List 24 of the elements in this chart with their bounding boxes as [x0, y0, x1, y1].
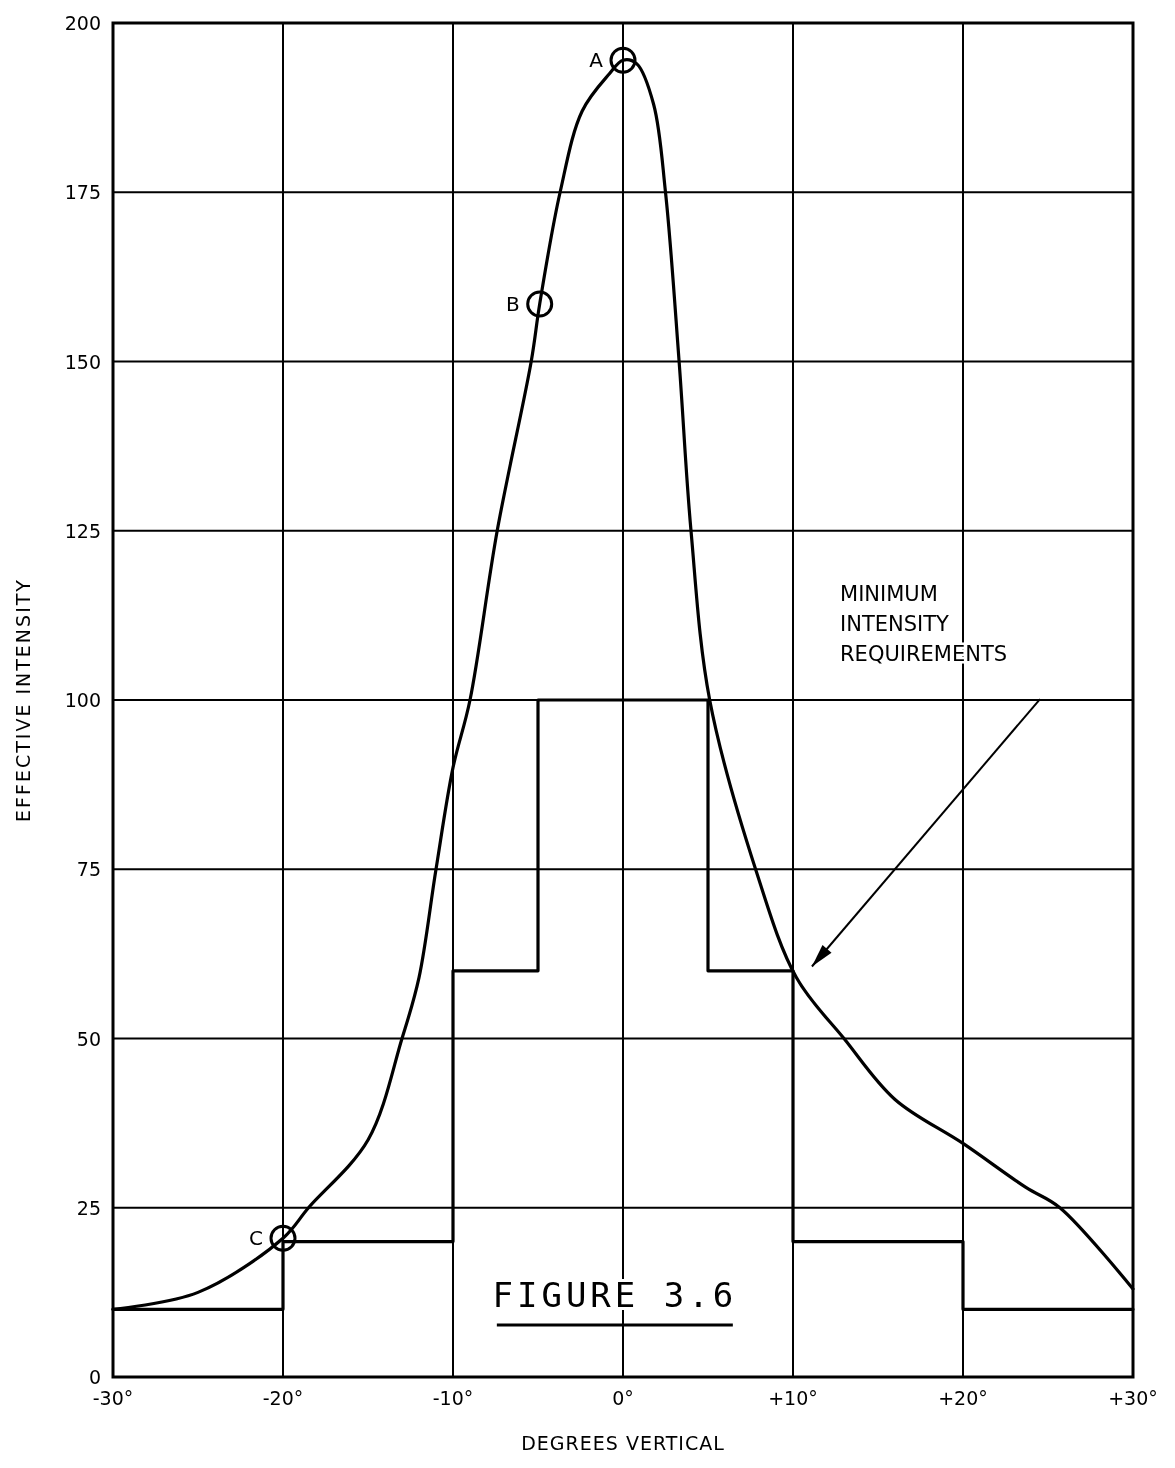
point [526, 290, 554, 318]
x-axis-title: DEGREES VERTICAL [521, 1432, 725, 1454]
y-tick-label: 125 [64, 519, 101, 542]
y-tick-label: 175 [64, 181, 101, 204]
y-axis-title: EFFECTIVE INTENSITY [12, 578, 34, 822]
x-tick-label: 0° [612, 1387, 634, 1409]
y-tick-label: 50 [76, 1027, 101, 1050]
annotation: C [249, 1226, 263, 1251]
annotation: A [589, 48, 604, 73]
x-tick-label: -20° [262, 1387, 304, 1409]
x-tick-label: -10° [432, 1387, 474, 1409]
annotation: B [505, 291, 520, 316]
y-tick-label: 25 [76, 1196, 101, 1219]
y-tick-label: 100 [64, 689, 101, 711]
y-tick-label: 150 [64, 350, 101, 373]
point [609, 46, 637, 74]
x-tick-label: +30° [1108, 1387, 1158, 1409]
point [269, 1224, 297, 1252]
y-tick-label: 0 [88, 1366, 101, 1388]
y-tick-label: 75 [76, 858, 101, 881]
y-tick-label: 200 [64, 12, 101, 34]
x-tick-label: +20° [938, 1387, 988, 1409]
x-tick-label: -30° [92, 1387, 134, 1409]
x-tick-label: +10° [768, 1387, 818, 1409]
